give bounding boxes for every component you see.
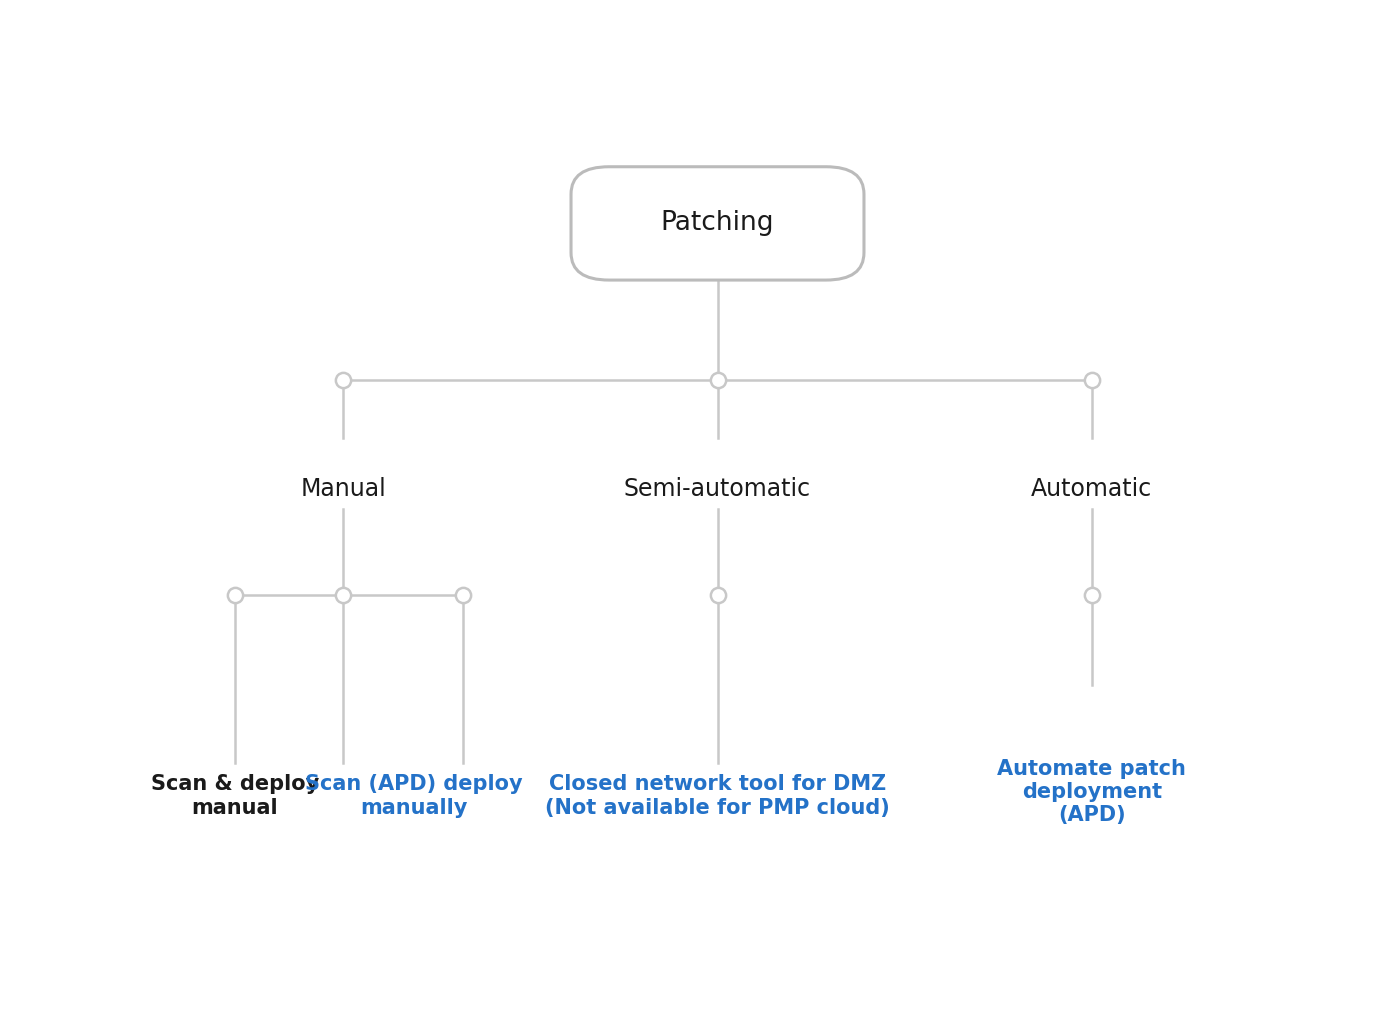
Text: Scan & deploy
manual: Scan & deploy manual	[151, 774, 319, 818]
Text: Closed network tool for DMZ
(Not available for PMP cloud): Closed network tool for DMZ (Not availab…	[545, 774, 890, 818]
Point	[332, 371, 354, 388]
Text: Automate patch
deployment
(APD): Automate patch deployment (APD)	[997, 759, 1186, 825]
Text: Scan (APD) deploy
manually: Scan (APD) deploy manually	[305, 774, 522, 818]
Text: Manual: Manual	[300, 477, 386, 501]
Point	[706, 371, 728, 388]
Point	[332, 587, 354, 603]
Point	[706, 587, 728, 603]
Point	[224, 587, 246, 603]
Text: Semi-automatic: Semi-automatic	[624, 477, 811, 501]
Point	[1081, 371, 1103, 388]
FancyBboxPatch shape	[571, 166, 864, 280]
Point	[451, 587, 473, 603]
Text: Automatic: Automatic	[1032, 477, 1152, 501]
Text: Patching: Patching	[661, 210, 774, 236]
Point	[1081, 587, 1103, 603]
